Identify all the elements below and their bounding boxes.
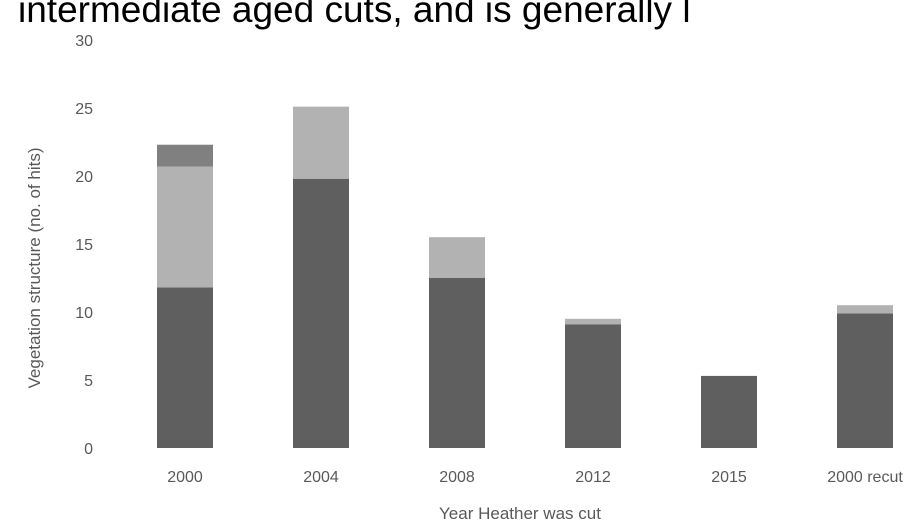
y-tick-label: 10 <box>75 305 93 322</box>
bar-segment <box>157 287 213 448</box>
bar-segment <box>157 144 213 167</box>
x-tick-label: 2000 recut <box>827 469 903 486</box>
y-tick-label: 15 <box>75 237 93 254</box>
x-tick-label: 2015 <box>711 469 747 486</box>
y-tick-label: 30 <box>75 33 93 50</box>
bar-segment <box>837 305 893 314</box>
bar-segment <box>429 237 485 278</box>
bar-segment <box>293 178 349 448</box>
bar-segment <box>701 375 757 448</box>
chart-title: intermediate aged cuts, and is generally… <box>18 0 691 30</box>
bar-segment <box>293 106 349 179</box>
bar-segment <box>157 166 213 288</box>
x-tick-label: 2008 <box>439 469 475 486</box>
y-tick-label: 0 <box>84 441 93 458</box>
y-tick-label: 25 <box>75 101 93 118</box>
x-tick-label: 2012 <box>575 469 611 486</box>
y-axis-ticks: 0 5 10 15 20 25 30 <box>75 33 93 458</box>
bar-segment <box>565 324 621 448</box>
bar-segment <box>837 313 893 448</box>
bar-series-group <box>157 106 893 448</box>
y-axis-title: Vegetation structure (no. of hits) <box>25 148 44 389</box>
y-tick-label: 5 <box>84 373 93 390</box>
x-tick-label: 2000 <box>167 469 203 486</box>
x-axis-labels: 2000 2004 2008 2012 2015 2000 recut <box>167 469 903 486</box>
bar-segment <box>565 318 621 325</box>
y-tick-label: 20 <box>75 169 93 186</box>
x-axis-title: Year Heather was cut <box>439 504 601 523</box>
x-tick-label: 2004 <box>303 469 339 486</box>
bar-segment <box>429 278 485 448</box>
